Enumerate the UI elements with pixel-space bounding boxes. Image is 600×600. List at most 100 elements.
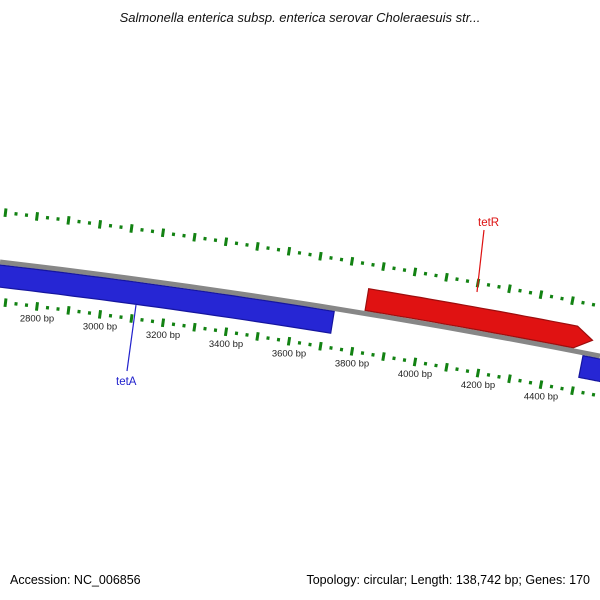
ruler-major-tick — [381, 262, 386, 271]
ruler-minor-tick — [371, 262, 375, 267]
ruler-minor-tick — [329, 255, 333, 260]
ruler-minor-tick — [276, 247, 281, 252]
ruler-label-4000: 4000 bp — [398, 369, 432, 380]
ruler-major-tick — [318, 251, 323, 261]
feature-tetA-arrow[interactable] — [0, 264, 335, 334]
ruler-minor-tick — [119, 225, 123, 229]
ruler-minor-tick — [528, 290, 533, 295]
ruler-major-tick — [3, 208, 8, 218]
ruler-major-tick — [412, 357, 418, 367]
ruler-minor-tick — [371, 352, 375, 357]
ruler-minor-tick — [339, 347, 344, 352]
ruler-minor-tick — [213, 328, 218, 333]
ruler-label-3600: 3600 bp — [272, 348, 306, 359]
ruler-major-tick — [570, 386, 575, 396]
ruler-minor-tick — [297, 340, 302, 345]
ruler-minor-tick — [434, 363, 438, 368]
ruler-minor-tick — [297, 250, 302, 255]
ruler-minor-tick — [182, 323, 186, 328]
ruler-major-tick — [318, 341, 323, 351]
accession-text: Accession: NC_006856 — [10, 573, 141, 587]
ruler-minor-tick — [497, 284, 501, 289]
ruler-major-tick — [444, 272, 449, 282]
ruler-minor-tick — [150, 319, 155, 324]
ruler-major-tick — [349, 346, 355, 356]
ruler-major-tick — [570, 296, 575, 306]
ruler-minor-tick — [24, 213, 29, 217]
ruler-minor-tick — [591, 302, 596, 307]
sequence-title: Salmonella enterica subsp. enterica sero… — [119, 10, 481, 25]
ruler-label-3800: 3800 bp — [335, 358, 369, 369]
ruler-minor-tick — [581, 390, 585, 395]
ruler-minor-tick — [486, 372, 491, 377]
ruler-major-tick — [97, 219, 103, 229]
ruler-minor-tick — [497, 374, 501, 379]
gene-features[interactable] — [0, 264, 600, 383]
gene-label-tetR[interactable]: tetR — [478, 217, 499, 229]
ruler-minor-tick — [276, 337, 281, 342]
ruler-major-tick — [97, 309, 103, 319]
ruler-minor-tick — [182, 233, 186, 238]
ruler-minor-tick — [24, 303, 29, 307]
feature-tetR-arrow[interactable] — [364, 288, 594, 349]
feature-partial-arrow[interactable] — [578, 355, 600, 383]
ruler-bp-labels: 2800 bp 3000 bp 3200 bp 3400 bp 3600 bp 3800 … — [20, 313, 558, 402]
ruler-minor-tick — [140, 228, 144, 232]
ruler-minor-tick — [87, 221, 92, 225]
ruler-minor-tick — [360, 261, 365, 266]
ruler-major-tick — [192, 232, 197, 242]
ruler-minor-tick — [266, 336, 270, 341]
ruler-major-tick — [538, 380, 544, 390]
ruler-major-tick — [444, 362, 449, 372]
topology-text: Topology: circular; Length: 138,742 bp; … — [306, 573, 590, 587]
ruler-minor-tick — [87, 311, 92, 315]
ruler-major-tick — [129, 224, 134, 233]
ruler-major-tick — [538, 290, 544, 300]
ruler-major-tick — [381, 352, 386, 361]
ruler-minor-tick — [171, 232, 176, 237]
ruler-minor-tick — [56, 307, 60, 311]
ruler-major-tick — [129, 314, 134, 323]
ruler-major-tick — [66, 305, 71, 315]
ruler-minor-tick — [423, 361, 428, 366]
ruler-minor-tick — [392, 266, 396, 271]
ruler-minor-tick — [528, 380, 533, 385]
ruler-major-tick — [223, 237, 229, 247]
ruler-minor-tick — [329, 345, 333, 350]
ruler-minor-tick — [402, 358, 407, 363]
gene-callout-labels[interactable]: tetA tetR — [116, 217, 499, 388]
ruler-label-2800: 2800 bp — [20, 313, 54, 324]
ruler-major-tick — [3, 298, 8, 308]
ruler-major-tick — [507, 374, 512, 384]
ruler-minor-tick — [308, 252, 312, 257]
ruler-minor-tick — [266, 246, 270, 251]
ruler-minor-tick — [465, 279, 470, 284]
ruler-major-tick — [255, 242, 260, 251]
ruler-label-4200: 4200 bp — [461, 380, 495, 391]
ruler-major-tick — [223, 327, 229, 337]
ruler-minor-tick — [308, 342, 312, 347]
ruler-major-tick — [160, 228, 166, 238]
ruler-minor-tick — [14, 302, 18, 306]
ruler-minor-tick — [465, 369, 470, 374]
ruler-minor-tick — [549, 384, 554, 389]
ruler-minor-tick — [402, 268, 407, 273]
gene-label-tetA[interactable]: tetA — [116, 376, 137, 388]
ruler-minor-tick — [203, 326, 207, 331]
ruler-minor-tick — [140, 318, 144, 322]
ruler-minor-tick — [591, 392, 596, 397]
ruler-minor-tick — [234, 241, 239, 246]
status-bar: Accession: NC_006856 Topology: circular;… — [0, 573, 600, 587]
ruler-minor-tick — [339, 257, 344, 262]
ruler-ticks — [3, 208, 596, 397]
ruler-major-tick — [286, 336, 292, 346]
ruler-minor-tick — [203, 236, 207, 241]
ruler-minor-tick — [45, 215, 50, 220]
ruler-minor-tick — [455, 367, 459, 372]
ruler-major-tick — [160, 318, 166, 328]
ruler-label-4400: 4400 bp — [524, 392, 558, 403]
ruler-minor-tick — [455, 277, 459, 282]
ruler-minor-tick — [518, 378, 522, 383]
